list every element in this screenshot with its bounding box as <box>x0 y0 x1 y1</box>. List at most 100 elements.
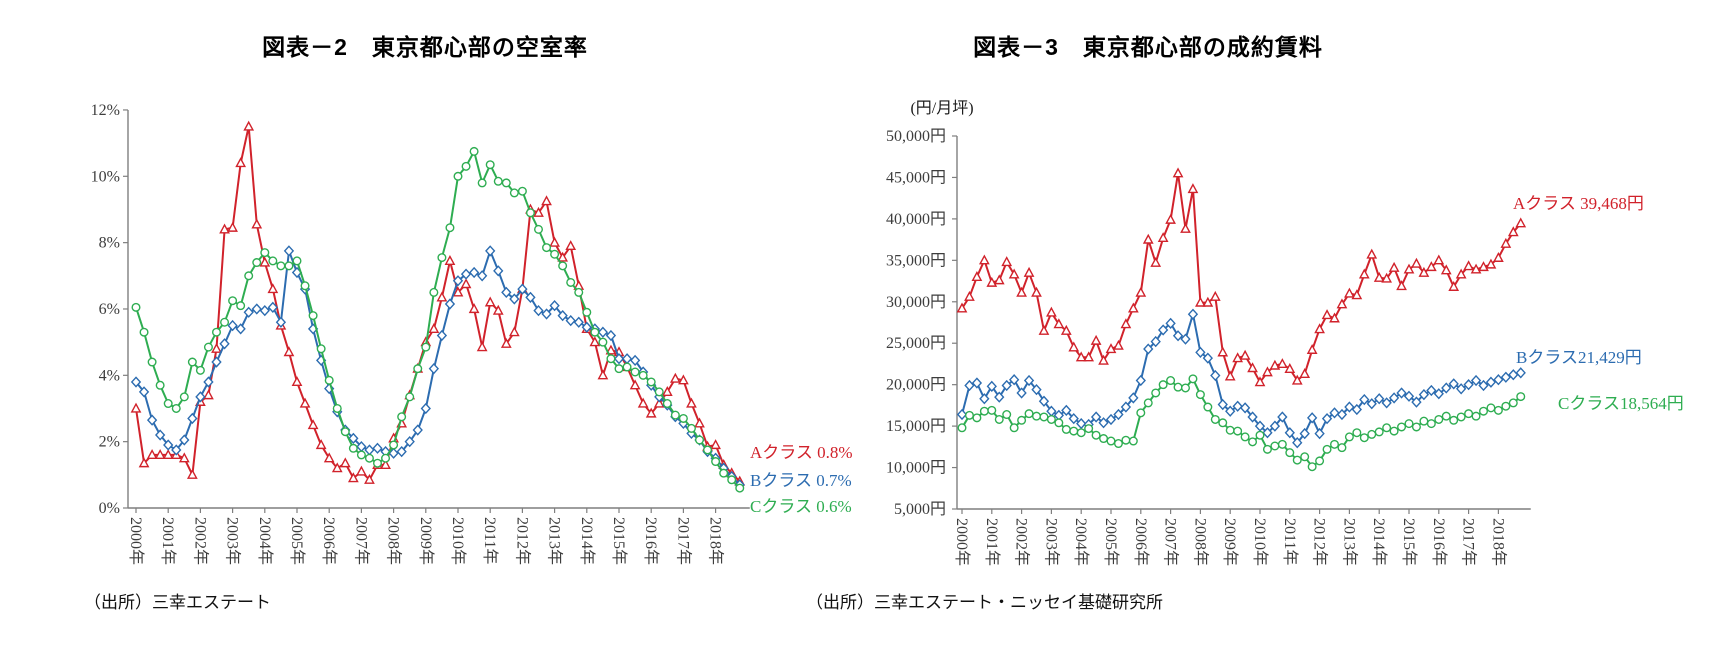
diamond-marker <box>1284 427 1295 439</box>
triangle-marker <box>227 221 238 232</box>
y-tick-label: 12% <box>91 102 120 119</box>
triangle-marker <box>1403 263 1415 274</box>
diamond-marker <box>1426 384 1437 397</box>
circle-marker <box>1240 432 1250 442</box>
circle-marker <box>1203 402 1213 412</box>
diamond-marker <box>1105 413 1117 426</box>
diamond-marker <box>1321 413 1333 425</box>
diamond-marker <box>372 442 383 454</box>
circle-marker <box>1136 408 1146 418</box>
triangle-marker <box>1463 260 1474 271</box>
triangle-marker <box>476 341 488 352</box>
diamond-marker <box>1232 400 1243 412</box>
series-line <box>135 125 741 483</box>
triangle-marker <box>1344 287 1355 298</box>
diamond-marker <box>460 268 472 280</box>
triangle-marker <box>653 397 665 408</box>
circle-marker <box>437 253 447 263</box>
triangle-marker <box>1023 266 1035 277</box>
diamond-marker <box>541 308 552 320</box>
circle-marker <box>284 261 294 271</box>
circle-marker <box>606 354 616 364</box>
circle-marker <box>1478 406 1488 416</box>
triangle-marker <box>1254 376 1266 387</box>
triangle-marker <box>971 271 983 282</box>
series-line <box>135 249 741 486</box>
circle-marker <box>662 399 672 409</box>
triangle-marker <box>533 206 544 217</box>
circle-marker <box>1426 419 1436 429</box>
circle-marker <box>1188 374 1198 384</box>
circle-marker <box>1143 398 1153 408</box>
diamond-marker <box>1180 333 1191 345</box>
vacancy-source: （出所）三幸エステート <box>84 593 271 612</box>
triangle-marker <box>1329 312 1340 323</box>
circle-marker <box>300 281 310 291</box>
triangle-marker <box>1358 268 1370 279</box>
circle-marker <box>1344 432 1354 442</box>
diamond-marker <box>179 434 190 446</box>
diamond-marker <box>485 245 496 257</box>
circle-marker <box>654 387 664 397</box>
diamond-marker <box>1038 395 1050 407</box>
diamond-marker <box>420 402 431 415</box>
triangle-marker <box>492 304 504 315</box>
circle-marker <box>348 443 358 453</box>
triangle-marker <box>259 256 271 267</box>
triangle-marker <box>1262 366 1273 377</box>
triangle-marker <box>1418 266 1430 277</box>
circle-marker <box>1397 422 1407 432</box>
circle-marker <box>590 327 600 337</box>
triangle-marker <box>1127 302 1139 313</box>
triangle-marker <box>597 369 609 380</box>
diamond-marker <box>1344 401 1355 413</box>
triangle-marker <box>1388 261 1400 272</box>
circle-marker <box>566 277 576 287</box>
diamond-marker <box>1068 413 1079 425</box>
diamond-marker <box>267 301 278 313</box>
series-line <box>961 172 1522 384</box>
circle-marker <box>485 160 495 170</box>
rent-source: （出所）三幸エステート・ニッセイ基礎研究所 <box>806 593 1163 612</box>
triangle-marker <box>468 303 480 314</box>
triangle-marker <box>1269 359 1281 370</box>
circle-marker <box>429 287 439 297</box>
diamond-marker <box>1098 417 1109 429</box>
triangle-marker <box>986 276 998 287</box>
x-tick-label: 2014年 <box>1370 518 1388 566</box>
triangle-marker <box>1150 256 1162 267</box>
circle-marker <box>1508 398 1518 408</box>
triangle-marker <box>1202 296 1214 307</box>
circle-marker <box>1464 409 1474 419</box>
triangle-marker <box>1478 261 1489 272</box>
circle-marker <box>211 327 221 337</box>
diamond-marker <box>573 316 584 328</box>
diamond-marker <box>1292 437 1303 449</box>
circle-marker <box>1389 426 1399 436</box>
diamond-marker <box>1277 411 1288 423</box>
triangle-marker <box>130 402 142 413</box>
x-tick-label: 2015年 <box>1400 518 1418 566</box>
circle-marker <box>964 410 974 420</box>
circle-marker <box>1158 380 1168 390</box>
triangle-marker <box>1031 286 1042 297</box>
diamond-marker <box>1500 371 1511 383</box>
circle-marker <box>1441 411 1451 421</box>
diamond-marker <box>1120 401 1132 413</box>
triangle-marker <box>1500 237 1512 248</box>
circle-marker <box>1218 418 1228 428</box>
diamond-marker <box>1143 343 1154 355</box>
diamond-marker <box>452 275 464 287</box>
diamond-marker <box>412 424 423 436</box>
diamond-marker <box>203 376 214 388</box>
diamond-marker <box>1470 374 1482 387</box>
diamond-marker <box>1456 383 1467 395</box>
x-tick-label: 2008年 <box>1191 518 1209 566</box>
triangle-marker <box>283 346 295 357</box>
triangle-marker <box>1493 251 1504 262</box>
diamond-marker <box>1403 390 1415 402</box>
circle-marker <box>630 367 640 377</box>
triangle-marker <box>1068 341 1080 352</box>
circle-marker <box>244 271 254 281</box>
x-tick-label: 2011年 <box>1281 518 1299 565</box>
